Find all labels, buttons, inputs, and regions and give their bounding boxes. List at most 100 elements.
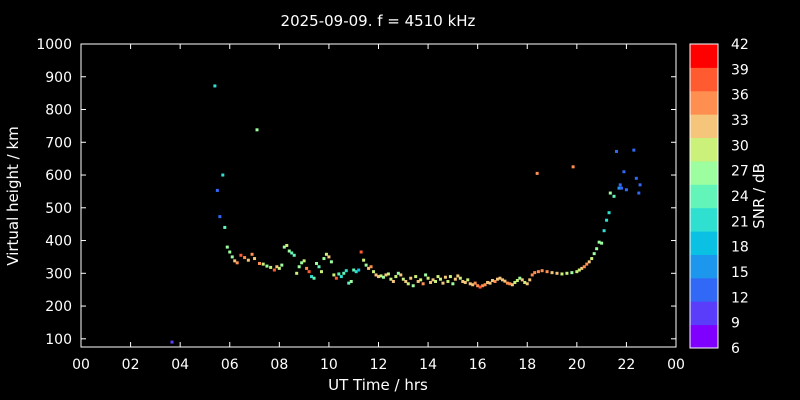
colorbar-tick-label: 12 <box>731 290 749 306</box>
data-point <box>290 251 294 255</box>
data-point <box>170 340 174 344</box>
data-point <box>243 256 247 260</box>
data-point <box>520 278 524 282</box>
colorbar-tick-label: 42 <box>731 37 749 53</box>
data-point <box>530 273 534 277</box>
data-point <box>404 279 408 283</box>
y-tick-label: 700 <box>45 135 72 151</box>
data-point <box>307 270 311 274</box>
x-tick-label: 20 <box>568 357 586 373</box>
data-point <box>618 183 622 187</box>
colorbar-label: SNR / dB <box>750 163 768 229</box>
data-point <box>634 176 638 180</box>
colorbar-tick-label: 15 <box>731 265 749 281</box>
data-point <box>381 275 385 279</box>
data-point <box>280 263 284 267</box>
data-point <box>481 284 485 288</box>
colorbar-tick-label: 33 <box>731 113 749 129</box>
data-point <box>463 280 467 284</box>
colorbar-tick-label: 39 <box>731 62 749 78</box>
data-point <box>441 281 445 285</box>
data-point <box>448 275 452 279</box>
data-point <box>409 276 413 280</box>
colorbar-tick-label: 36 <box>731 88 749 104</box>
data-point <box>312 276 316 280</box>
data-point <box>478 285 482 289</box>
x-tick-label: 04 <box>171 357 189 373</box>
data-point <box>225 245 229 249</box>
data-point <box>540 269 544 273</box>
colorbar-segment <box>690 301 718 326</box>
data-point <box>446 279 450 283</box>
data-point <box>265 264 269 268</box>
data-point <box>250 252 254 256</box>
data-point <box>215 188 219 192</box>
data-point <box>571 165 575 169</box>
data-point <box>235 261 239 265</box>
data-point <box>246 258 250 262</box>
colorbar-segment <box>690 90 718 115</box>
data-point <box>332 273 336 277</box>
data-point <box>560 272 564 276</box>
colorbar-tick-label: 30 <box>731 138 749 154</box>
data-point <box>342 271 346 275</box>
colorbar-segment <box>690 160 718 185</box>
data-point <box>269 265 273 269</box>
x-tick-label: 18 <box>518 357 536 373</box>
data-point <box>466 278 470 282</box>
data-point <box>285 243 289 247</box>
data-point <box>565 271 569 275</box>
data-point <box>221 173 225 177</box>
x-tick-label: 10 <box>320 357 338 373</box>
data-point <box>456 274 460 278</box>
data-point <box>600 241 604 245</box>
colorbar-segment <box>690 254 718 279</box>
data-point <box>637 191 641 195</box>
data-point <box>500 278 504 282</box>
data-point <box>638 183 642 187</box>
data-point <box>233 259 237 263</box>
y-axis-label: Virtual height / km <box>4 126 22 265</box>
data-point <box>261 262 265 266</box>
data-point <box>384 273 388 277</box>
data-point <box>339 275 343 279</box>
colorbar-tick-label: 9 <box>731 316 740 332</box>
data-point <box>411 284 415 288</box>
data-point <box>617 186 621 190</box>
y-tick-label: 100 <box>45 332 72 348</box>
data-point <box>555 271 559 275</box>
data-point <box>461 279 465 283</box>
data-point <box>508 282 512 286</box>
data-point <box>357 268 361 272</box>
data-point <box>329 260 333 264</box>
data-point <box>587 260 591 264</box>
data-point <box>602 229 606 233</box>
data-point <box>359 250 363 254</box>
data-point <box>228 250 232 254</box>
data-point <box>367 266 371 270</box>
data-point <box>570 271 574 275</box>
colorbar: 6 9 12 15 18 21 24 27 30 33 36 39 42 <box>689 37 749 357</box>
data-point <box>523 280 527 284</box>
data-point <box>483 283 487 287</box>
data-point <box>421 282 425 286</box>
data-point <box>419 278 423 282</box>
data-point <box>582 265 586 269</box>
data-point <box>416 279 420 283</box>
data-point <box>401 277 405 281</box>
data-point <box>622 170 626 174</box>
data-point <box>315 261 319 265</box>
data-point <box>414 275 418 279</box>
data-point <box>230 255 234 259</box>
data-point <box>347 281 351 285</box>
data-point <box>253 257 257 261</box>
data-point <box>505 281 509 285</box>
data-point <box>399 273 403 277</box>
colorbar-tick-label: 6 <box>731 341 740 357</box>
data-point <box>535 171 539 175</box>
data-point <box>580 266 584 270</box>
colorbar-segment <box>690 324 718 349</box>
data-point <box>369 265 373 269</box>
colorbar-segment <box>690 207 718 232</box>
data-point <box>597 240 601 244</box>
